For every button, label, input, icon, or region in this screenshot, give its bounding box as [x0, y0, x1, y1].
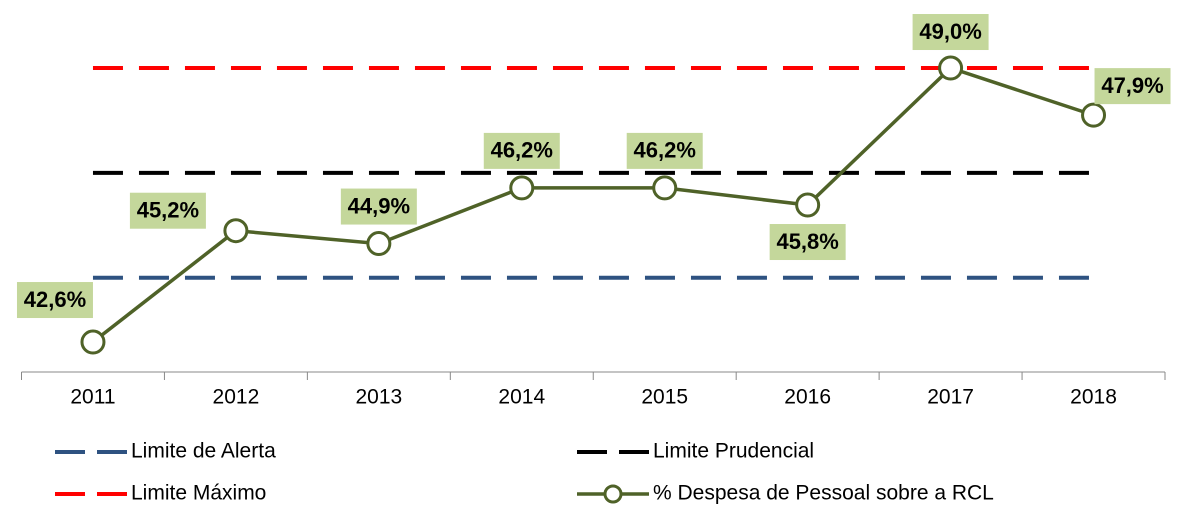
data-label-text: 45,2% [137, 198, 199, 223]
legend-label: Limite Prudencial [653, 440, 814, 463]
data-point [80, 329, 106, 355]
data-label-box [626, 132, 703, 169]
data-label: 46,2% [483, 132, 560, 169]
data-label: 45,8% [769, 224, 846, 261]
x-tick-label: 2011 [70, 386, 115, 409]
x-tick-label: 2015 [641, 386, 688, 409]
x-tick-label: 2012 [213, 386, 260, 409]
data-label-box [340, 188, 417, 225]
data-label-text: 45,8% [776, 229, 838, 254]
legend-label: Limite Máximo [131, 482, 266, 505]
data-point [223, 218, 249, 244]
data-line [91, 66, 1095, 344]
data-label-box [912, 14, 989, 51]
data-point [795, 192, 821, 218]
data-label: 45,2% [129, 192, 206, 229]
data-label: 46,2% [626, 132, 703, 169]
data-label-box [16, 282, 93, 319]
data-label: 47,9% [1094, 68, 1171, 105]
legend-label: Limite de Alerta [131, 440, 276, 463]
data-label-text: 46,2% [634, 138, 696, 163]
data-point [366, 231, 392, 257]
data-point [509, 175, 535, 201]
data-point [1081, 102, 1107, 128]
data-label-box [483, 132, 560, 169]
data-point [938, 55, 964, 81]
x-tick-label: 2013 [355, 386, 402, 409]
data-label-box [129, 192, 206, 229]
data-label-box [1094, 68, 1171, 105]
data-label-box [769, 224, 846, 261]
data-point [652, 175, 678, 201]
x-tick-label: 2014 [498, 386, 545, 409]
legend-label: % Despesa de Pessoal sobre a RCL [653, 482, 994, 505]
data-label-text: 44,9% [348, 193, 410, 218]
legend-marker [603, 484, 623, 504]
data-label: 44,9% [340, 188, 417, 225]
data-label-text: 47,9% [1101, 73, 1163, 98]
data-label-text: 46,2% [491, 138, 553, 163]
x-tick-label: 2017 [927, 386, 974, 409]
data-label: 42,6% [16, 282, 93, 319]
x-tick-label: 2018 [1070, 386, 1117, 409]
x-tick-label: 2016 [784, 386, 831, 409]
data-label: 49,0% [912, 14, 989, 51]
data-label-text: 49,0% [919, 19, 981, 44]
data-label-text: 42,6% [24, 287, 86, 312]
